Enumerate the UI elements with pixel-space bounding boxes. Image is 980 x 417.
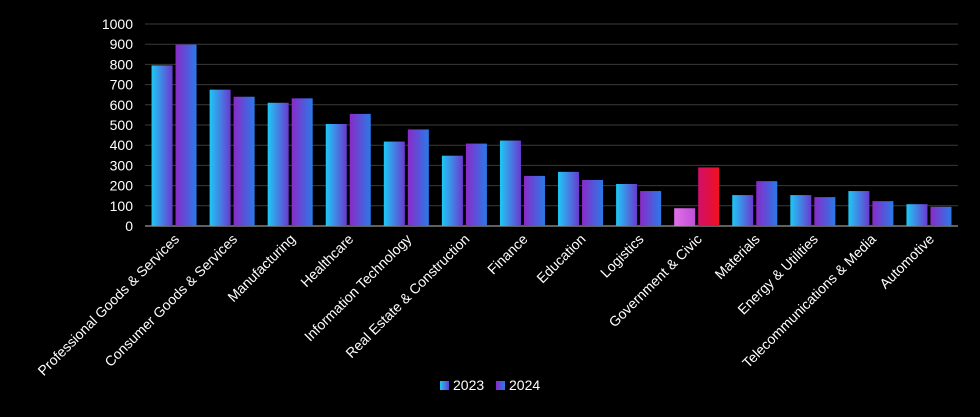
x-category-label: Finance [484, 231, 531, 278]
bar-2023-manufacturing [267, 102, 289, 226]
x-category-label: Materials [711, 231, 762, 282]
x-category-label: Information Technology [301, 231, 414, 344]
x-category-label: Education [533, 231, 588, 286]
x-category-label: Healthcare [297, 231, 356, 290]
legend-swatch-2023 [440, 381, 449, 390]
legend-label-2024: 2024 [509, 377, 540, 393]
bar-2024-logistics [640, 191, 662, 226]
bar-2023-information-technology [383, 141, 405, 226]
bar-2023-materials [732, 195, 754, 226]
y-tick-label: 400 [110, 137, 134, 153]
x-category-label: Real Estate & Construction [342, 231, 472, 361]
y-tick-label: 1000 [102, 16, 133, 32]
bar-2023-telecommunications-media [848, 191, 870, 226]
bar-2023-healthcare [325, 123, 347, 226]
bar-2024-manufacturing [291, 98, 313, 226]
bar-2023-automotive [906, 204, 928, 226]
y-tick-label: 300 [110, 157, 134, 173]
bar-2023-government-civic [674, 208, 696, 226]
y-tick-label: 0 [125, 218, 133, 234]
bar-2024-real-estate-construction [465, 143, 487, 226]
y-tick-label: 700 [110, 77, 134, 93]
bar-2024-telecommunications-media [872, 201, 894, 226]
bar-2023-energy-utilities [790, 195, 812, 226]
bar-2024-information-technology [407, 129, 429, 226]
y-tick-label: 200 [110, 178, 134, 194]
bar-2024-energy-utilities [814, 197, 836, 226]
legend-swatch-2024 [496, 381, 505, 390]
y-tick-label: 800 [110, 56, 134, 72]
bar-2024-professional-goods-services [175, 44, 197, 226]
bar-2023-real-estate-construction [441, 155, 463, 226]
legend-label-2023: 2023 [453, 377, 484, 393]
y-axis-tick-labels: 0 100 200 300 400 500 600 700 800 900 1000 [102, 16, 133, 234]
y-tick-label: 600 [110, 97, 134, 113]
bar-2023-education [558, 171, 580, 226]
bar-2024-finance [523, 175, 545, 226]
gridlines [145, 23, 958, 227]
bar-2024-consumer-goods-services [233, 96, 255, 226]
bar-2023-professional-goods-services [151, 65, 173, 226]
bar-2023-logistics [616, 183, 638, 226]
y-tick-label: 900 [110, 36, 134, 52]
x-category-label: Automotive [876, 231, 937, 292]
bar-2024-education [582, 179, 604, 226]
bar-2024-healthcare [349, 113, 371, 226]
y-tick-label: 500 [110, 117, 134, 133]
y-tick-label: 100 [110, 198, 134, 214]
x-category-label: Logistics [597, 231, 647, 281]
bar-2023-finance [499, 140, 521, 226]
legend: 2023 2024 [440, 377, 540, 393]
bar-2024-automotive [930, 206, 952, 226]
bar-2023-consumer-goods-services [209, 89, 231, 227]
bar-2024-materials [756, 181, 778, 226]
bars [151, 44, 952, 227]
bar-2024-government-civic [698, 167, 720, 226]
